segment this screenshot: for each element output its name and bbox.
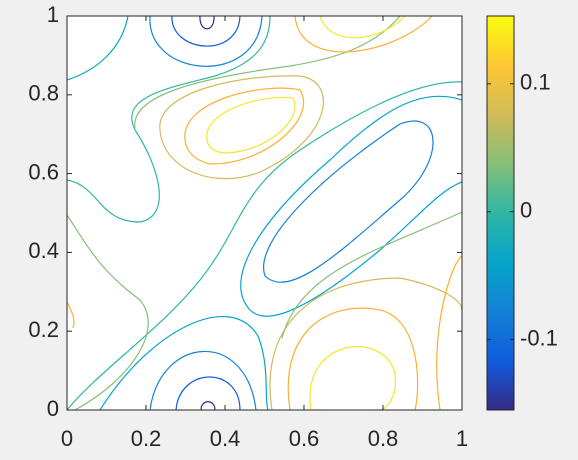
contour-line: [171, 16, 241, 47]
colorbar-tick-label: -0.1: [520, 325, 558, 350]
contour-line: [281, 211, 462, 339]
colorbar: [486, 15, 515, 411]
y-tick-label: 0: [47, 396, 59, 421]
x-tick-label: 0.2: [131, 426, 162, 451]
y-tick-label: 0.4: [28, 238, 59, 263]
contour-line: [319, 16, 406, 39]
contour-line: [206, 96, 296, 154]
y-tick-label: 0.8: [28, 81, 59, 106]
contour-line: [240, 95, 462, 317]
x-tick-label: 0: [61, 426, 73, 451]
contour-line: [67, 16, 129, 81]
contours: [67, 16, 462, 410]
contour-line: [99, 316, 269, 410]
x-tick-label: 0.4: [210, 426, 241, 451]
x-tick-label: 1: [456, 426, 468, 451]
contour-line: [67, 81, 462, 410]
plot-frame: [66, 15, 463, 411]
contour-line: [159, 75, 324, 180]
plot-area: [67, 16, 462, 410]
contour-line: [184, 87, 305, 165]
contour-line: [149, 16, 263, 67]
x-tick-label: 0.6: [289, 426, 320, 451]
contour-line: [200, 401, 216, 410]
x-tick-label: 0.8: [368, 426, 399, 451]
contour-line: [287, 307, 419, 410]
colorbar-tick-label: 0.1: [520, 70, 551, 95]
contour-line: [175, 376, 241, 410]
contour-line: [67, 301, 75, 329]
colorbar-tick-label: 0: [520, 198, 532, 223]
y-tick-label: 0.6: [28, 159, 59, 184]
contour-line: [67, 16, 271, 223]
y-tick-label: 1: [47, 2, 59, 27]
contour-line: [294, 16, 433, 53]
contour-line: [67, 214, 149, 410]
contour-line: [269, 277, 462, 410]
contour-line: [436, 255, 462, 410]
contour-line: [309, 346, 396, 410]
contour-line: [263, 120, 434, 283]
y-tick-label: 0.2: [28, 317, 59, 342]
contour-line: [134, 16, 401, 129]
contour-line: [149, 350, 257, 410]
contour-line: [199, 16, 215, 30]
